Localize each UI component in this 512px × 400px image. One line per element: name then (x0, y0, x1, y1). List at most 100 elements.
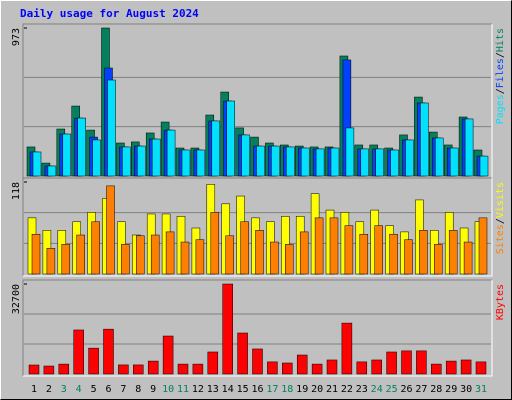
x-tick-label: 27 (415, 384, 427, 395)
bar (464, 118, 474, 177)
bar (460, 359, 472, 375)
bar (375, 148, 384, 177)
bar (177, 363, 189, 375)
x-tick-label: 19 (296, 384, 308, 395)
bar (286, 146, 295, 177)
x-tick-label: 23 (356, 384, 368, 395)
x-tick-label: 31 (475, 384, 487, 395)
bar (195, 239, 205, 275)
x-tick-label: 20 (311, 384, 323, 395)
bar (420, 102, 429, 177)
bar (61, 244, 71, 275)
bar (416, 350, 427, 375)
bar (47, 165, 57, 177)
bar (225, 235, 234, 275)
bar (359, 233, 369, 275)
y-tick-label: 973 (11, 28, 22, 46)
bar (77, 117, 86, 177)
bar (58, 363, 70, 375)
bar (390, 149, 399, 177)
bar (192, 363, 204, 375)
bar (282, 362, 293, 375)
x-tick-label: 28 (430, 384, 442, 395)
legend-entry: Visits (495, 182, 506, 218)
bar (419, 230, 428, 275)
legend-separator: / (495, 52, 506, 58)
bar (76, 234, 85, 275)
bar (165, 231, 175, 275)
bar (180, 241, 190, 275)
bar (431, 363, 442, 375)
bar (211, 120, 221, 177)
bar (226, 100, 235, 177)
bar (118, 364, 129, 375)
x-tick-label: 4 (76, 384, 82, 395)
bar (448, 230, 458, 275)
bar (314, 217, 324, 275)
x-tick-label: 1 (31, 384, 37, 395)
bar (166, 129, 176, 177)
bar (106, 185, 115, 275)
bar (181, 149, 191, 177)
x-tick-label: 8 (135, 384, 141, 395)
bar (315, 148, 325, 177)
bar (256, 145, 265, 177)
bar (326, 359, 338, 375)
bar (31, 233, 41, 275)
bar (196, 149, 206, 177)
legend-entry: Sites (495, 224, 506, 254)
x-tick-label: 21 (326, 384, 338, 395)
bar (252, 348, 263, 375)
x-tick-label: 22 (341, 384, 353, 395)
bar (207, 351, 219, 375)
legend-entry: KBytes (495, 284, 506, 320)
legend: KBytes (495, 284, 506, 320)
bar (341, 322, 353, 375)
bar (62, 133, 72, 177)
bar (344, 225, 354, 275)
x-tick-label: 3 (61, 384, 67, 395)
chart-title: Daily usage for August 2024 (20, 7, 199, 20)
bar (360, 148, 370, 177)
bar (121, 244, 130, 275)
legend-separator: / (495, 218, 506, 224)
bar (311, 363, 323, 375)
bar (162, 335, 174, 375)
bar (136, 235, 145, 275)
legend: Pages/Files/Hits (495, 28, 506, 124)
bar (150, 234, 160, 275)
bar (329, 217, 339, 275)
bar (103, 328, 114, 375)
x-tick-label: 2 (46, 384, 52, 395)
bar (122, 146, 131, 177)
x-tick-label: 15 (237, 384, 249, 395)
bar (255, 230, 264, 275)
bar (475, 361, 487, 375)
x-tick-label: 13 (207, 384, 219, 395)
panel-edge-dark (22, 177, 492, 276)
x-tick-label: 25 (386, 384, 398, 395)
legend-entry: Files (495, 58, 506, 88)
bar (237, 332, 248, 375)
bar (137, 145, 146, 177)
panel-edge-light (23, 280, 493, 377)
bar (91, 221, 100, 275)
bar (133, 364, 144, 375)
legend-entry: Pages (495, 94, 506, 124)
x-tick-label: 14 (222, 384, 234, 395)
y-tick-label: 32700 (11, 284, 22, 314)
bar (271, 145, 280, 177)
x-tick-label: 7 (120, 384, 126, 395)
bar (449, 147, 459, 177)
bar (296, 354, 308, 375)
panel-edge-dark (22, 23, 492, 178)
bar (270, 241, 279, 275)
x-tick-label: 12 (192, 384, 204, 395)
bar (210, 212, 220, 275)
x-tick-label: 29 (445, 384, 457, 395)
bar (356, 361, 368, 375)
legend-entry: Hits (495, 28, 506, 52)
bar (401, 350, 412, 375)
